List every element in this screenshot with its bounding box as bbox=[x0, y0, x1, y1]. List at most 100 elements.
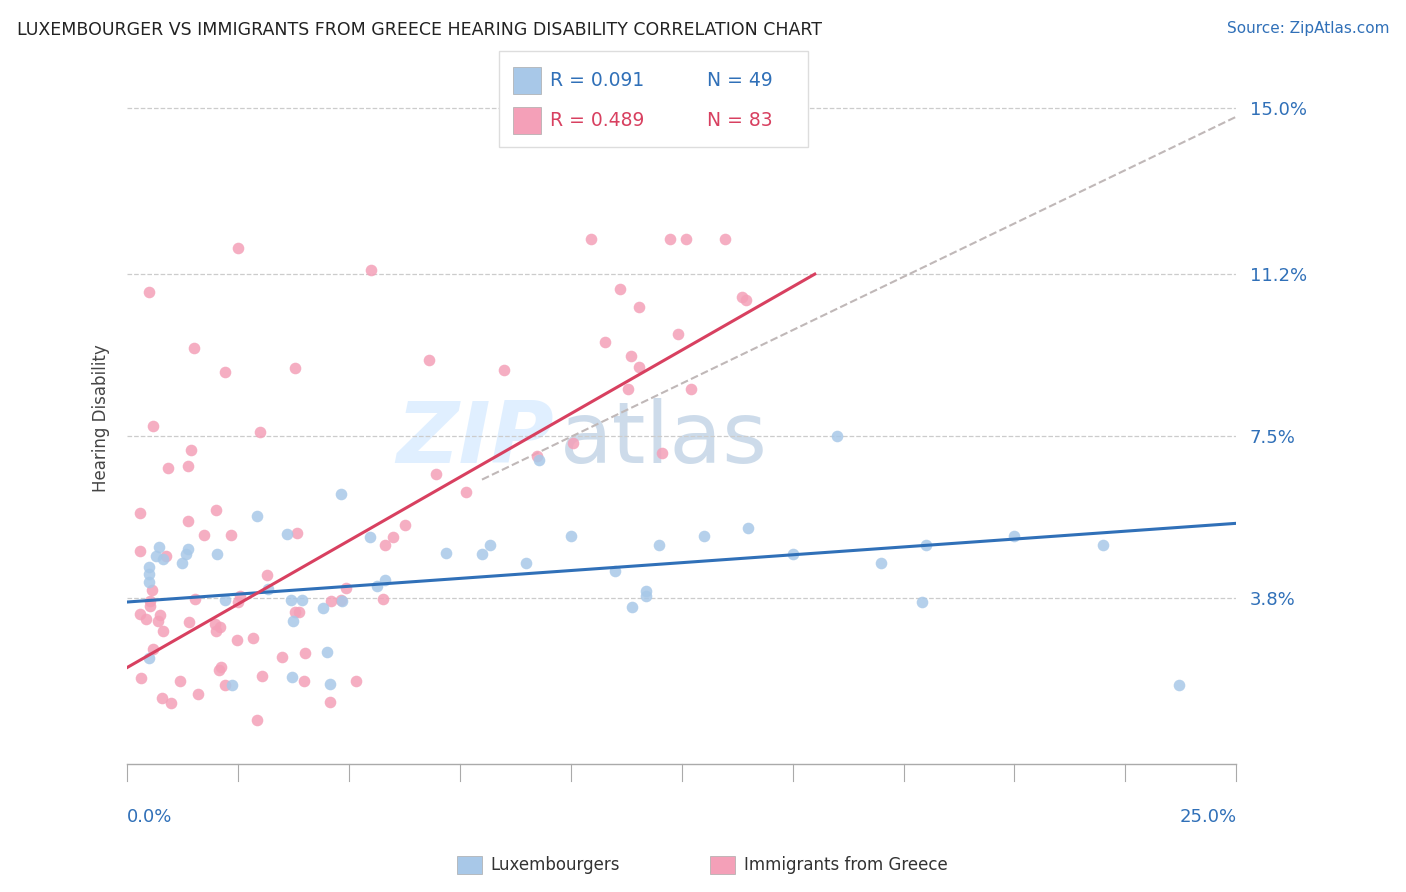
Point bbox=[344, 674, 367, 689]
Point bbox=[183, 342, 205, 356]
Point bbox=[620, 349, 643, 363]
Text: Immigrants from Greece: Immigrants from Greece bbox=[744, 856, 948, 874]
Point bbox=[145, 549, 167, 563]
Point bbox=[138, 593, 160, 607]
Point bbox=[281, 614, 304, 628]
Point bbox=[172, 556, 194, 570]
Point bbox=[330, 593, 353, 607]
Point bbox=[180, 442, 202, 457]
Point bbox=[621, 600, 644, 615]
Point bbox=[288, 605, 311, 619]
Point bbox=[825, 429, 848, 443]
Point bbox=[183, 591, 205, 606]
Point bbox=[156, 460, 179, 475]
Point bbox=[1092, 538, 1115, 552]
Text: atlas: atlas bbox=[560, 398, 768, 481]
Point bbox=[315, 644, 337, 658]
Point bbox=[371, 591, 394, 606]
Point bbox=[366, 578, 388, 592]
Point bbox=[169, 673, 191, 688]
Point bbox=[515, 556, 537, 570]
Point bbox=[394, 517, 416, 532]
Text: 0.0%: 0.0% bbox=[127, 807, 173, 825]
Point bbox=[229, 589, 252, 603]
Point bbox=[479, 538, 502, 552]
Point bbox=[731, 290, 754, 304]
Point bbox=[294, 646, 316, 660]
Point bbox=[129, 607, 152, 621]
Point bbox=[208, 663, 231, 677]
Point bbox=[627, 359, 650, 374]
Text: R = 0.091: R = 0.091 bbox=[550, 70, 644, 90]
Point bbox=[593, 335, 616, 350]
Text: Luxembourgers: Luxembourgers bbox=[491, 856, 620, 874]
Point bbox=[636, 583, 658, 598]
Point bbox=[280, 592, 302, 607]
Point bbox=[219, 528, 242, 542]
Point bbox=[560, 529, 582, 543]
Point bbox=[226, 595, 249, 609]
Point bbox=[335, 581, 357, 595]
Point bbox=[1167, 678, 1189, 692]
Point bbox=[149, 608, 172, 623]
Point bbox=[276, 527, 298, 541]
Point bbox=[634, 590, 657, 604]
Point bbox=[914, 538, 936, 552]
Point bbox=[204, 617, 226, 632]
Point bbox=[226, 632, 249, 647]
Text: 25.0%: 25.0% bbox=[1180, 807, 1236, 825]
Point bbox=[617, 382, 640, 396]
Point bbox=[177, 515, 200, 529]
Point bbox=[256, 568, 278, 582]
Point bbox=[425, 467, 447, 481]
Point bbox=[129, 671, 152, 685]
Point bbox=[176, 459, 198, 474]
Point bbox=[284, 605, 307, 619]
Point bbox=[214, 678, 236, 692]
Point bbox=[562, 436, 585, 450]
Point bbox=[1004, 529, 1026, 543]
Y-axis label: Hearing Disability: Hearing Disability bbox=[93, 344, 110, 492]
Point bbox=[152, 624, 174, 638]
Point bbox=[209, 660, 232, 674]
Text: ZIP: ZIP bbox=[396, 398, 554, 481]
Point bbox=[249, 425, 271, 439]
Point bbox=[330, 593, 353, 607]
Point bbox=[280, 670, 302, 684]
Point bbox=[148, 540, 170, 554]
Point bbox=[312, 601, 335, 615]
Point bbox=[285, 526, 308, 541]
Text: R = 0.489: R = 0.489 bbox=[550, 111, 644, 130]
Point bbox=[319, 677, 342, 691]
Point bbox=[681, 382, 703, 396]
Point bbox=[138, 285, 160, 299]
Point bbox=[870, 556, 893, 570]
Point bbox=[146, 614, 169, 628]
Text: N = 83: N = 83 bbox=[707, 111, 773, 130]
Point bbox=[205, 547, 228, 561]
Point bbox=[138, 566, 160, 581]
Point bbox=[381, 530, 404, 544]
Point bbox=[329, 487, 352, 501]
Point bbox=[284, 360, 307, 375]
Point bbox=[651, 446, 673, 460]
Point bbox=[374, 538, 396, 552]
Point bbox=[214, 365, 236, 379]
Point bbox=[204, 503, 226, 517]
Point bbox=[603, 565, 626, 579]
Point bbox=[693, 529, 716, 543]
Point bbox=[214, 593, 236, 607]
Text: LUXEMBOURGER VS IMMIGRANTS FROM GREECE HEARING DISABILITY CORRELATION CHART: LUXEMBOURGER VS IMMIGRANTS FROM GREECE H… bbox=[17, 21, 823, 39]
Point bbox=[454, 485, 477, 500]
Point bbox=[152, 691, 174, 706]
Point bbox=[666, 327, 689, 342]
Point bbox=[138, 650, 160, 665]
Point bbox=[135, 612, 157, 626]
Point bbox=[187, 687, 209, 701]
Point bbox=[246, 713, 269, 727]
Point bbox=[221, 678, 243, 692]
Point bbox=[675, 232, 697, 246]
Point bbox=[139, 599, 162, 613]
Point bbox=[648, 538, 671, 552]
Point bbox=[129, 506, 152, 520]
